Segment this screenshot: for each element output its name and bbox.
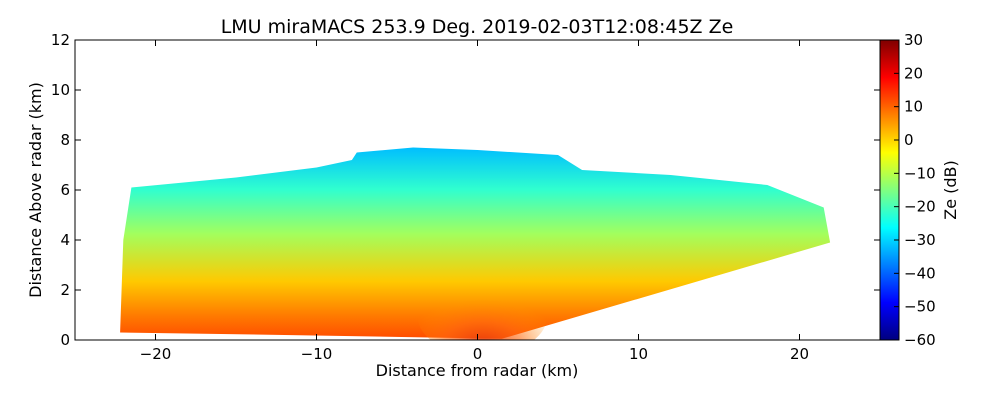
colorbar-ticks: 30 20 10 0 −10 −20 −30 −40 −50 −60 — [894, 31, 936, 349]
y-tick-label: 2 — [60, 281, 70, 299]
x-tick-label: 10 — [629, 345, 648, 363]
y-axis-label: Distance Above radar (km) — [26, 82, 45, 298]
x-axis-label: Distance from radar (km) — [376, 361, 579, 380]
colorbar-tick-label: −50 — [904, 298, 936, 316]
colorbar-tick-label: 20 — [904, 64, 923, 82]
colorbar-tick-label: −40 — [904, 264, 936, 282]
colorbar-tick-label: 10 — [904, 98, 923, 116]
colorbar-tick-label: −60 — [904, 331, 936, 349]
colorbar — [879, 39, 900, 341]
echo-layer — [120, 147, 831, 340]
y-tick-label: 10 — [51, 81, 70, 99]
colorbar-tick-label: 0 — [904, 131, 914, 149]
colorbar-tick-label: −10 — [904, 164, 936, 182]
x-tick-label: 20 — [790, 345, 809, 363]
y-tick-label: 0 — [60, 331, 70, 349]
y-axis-ticks: 0 2 4 6 8 10 12 — [51, 31, 880, 349]
radar-echo-region — [120, 147, 831, 339]
colorbar-tick-label: 30 — [904, 31, 923, 49]
x-tick-label: −10 — [301, 345, 333, 363]
colorbar-tick-label: −30 — [904, 231, 936, 249]
chart-title: LMU miraMACS 253.9 Deg. 2019-02-03T12:08… — [221, 16, 734, 38]
radar-echo-core — [417, 280, 547, 340]
colorbar-tick-label: −20 — [904, 198, 936, 216]
x-tick-label: −20 — [140, 345, 172, 363]
x-tick-label: 0 — [473, 345, 483, 363]
colorbar-label: Ze (dB) — [941, 160, 960, 220]
y-tick-label: 4 — [60, 231, 70, 249]
y-tick-label: 12 — [51, 31, 70, 49]
x-axis-ticks: −20 −10 0 10 20 — [140, 40, 809, 363]
y-tick-label: 6 — [60, 181, 70, 199]
y-tick-label: 8 — [60, 131, 70, 149]
